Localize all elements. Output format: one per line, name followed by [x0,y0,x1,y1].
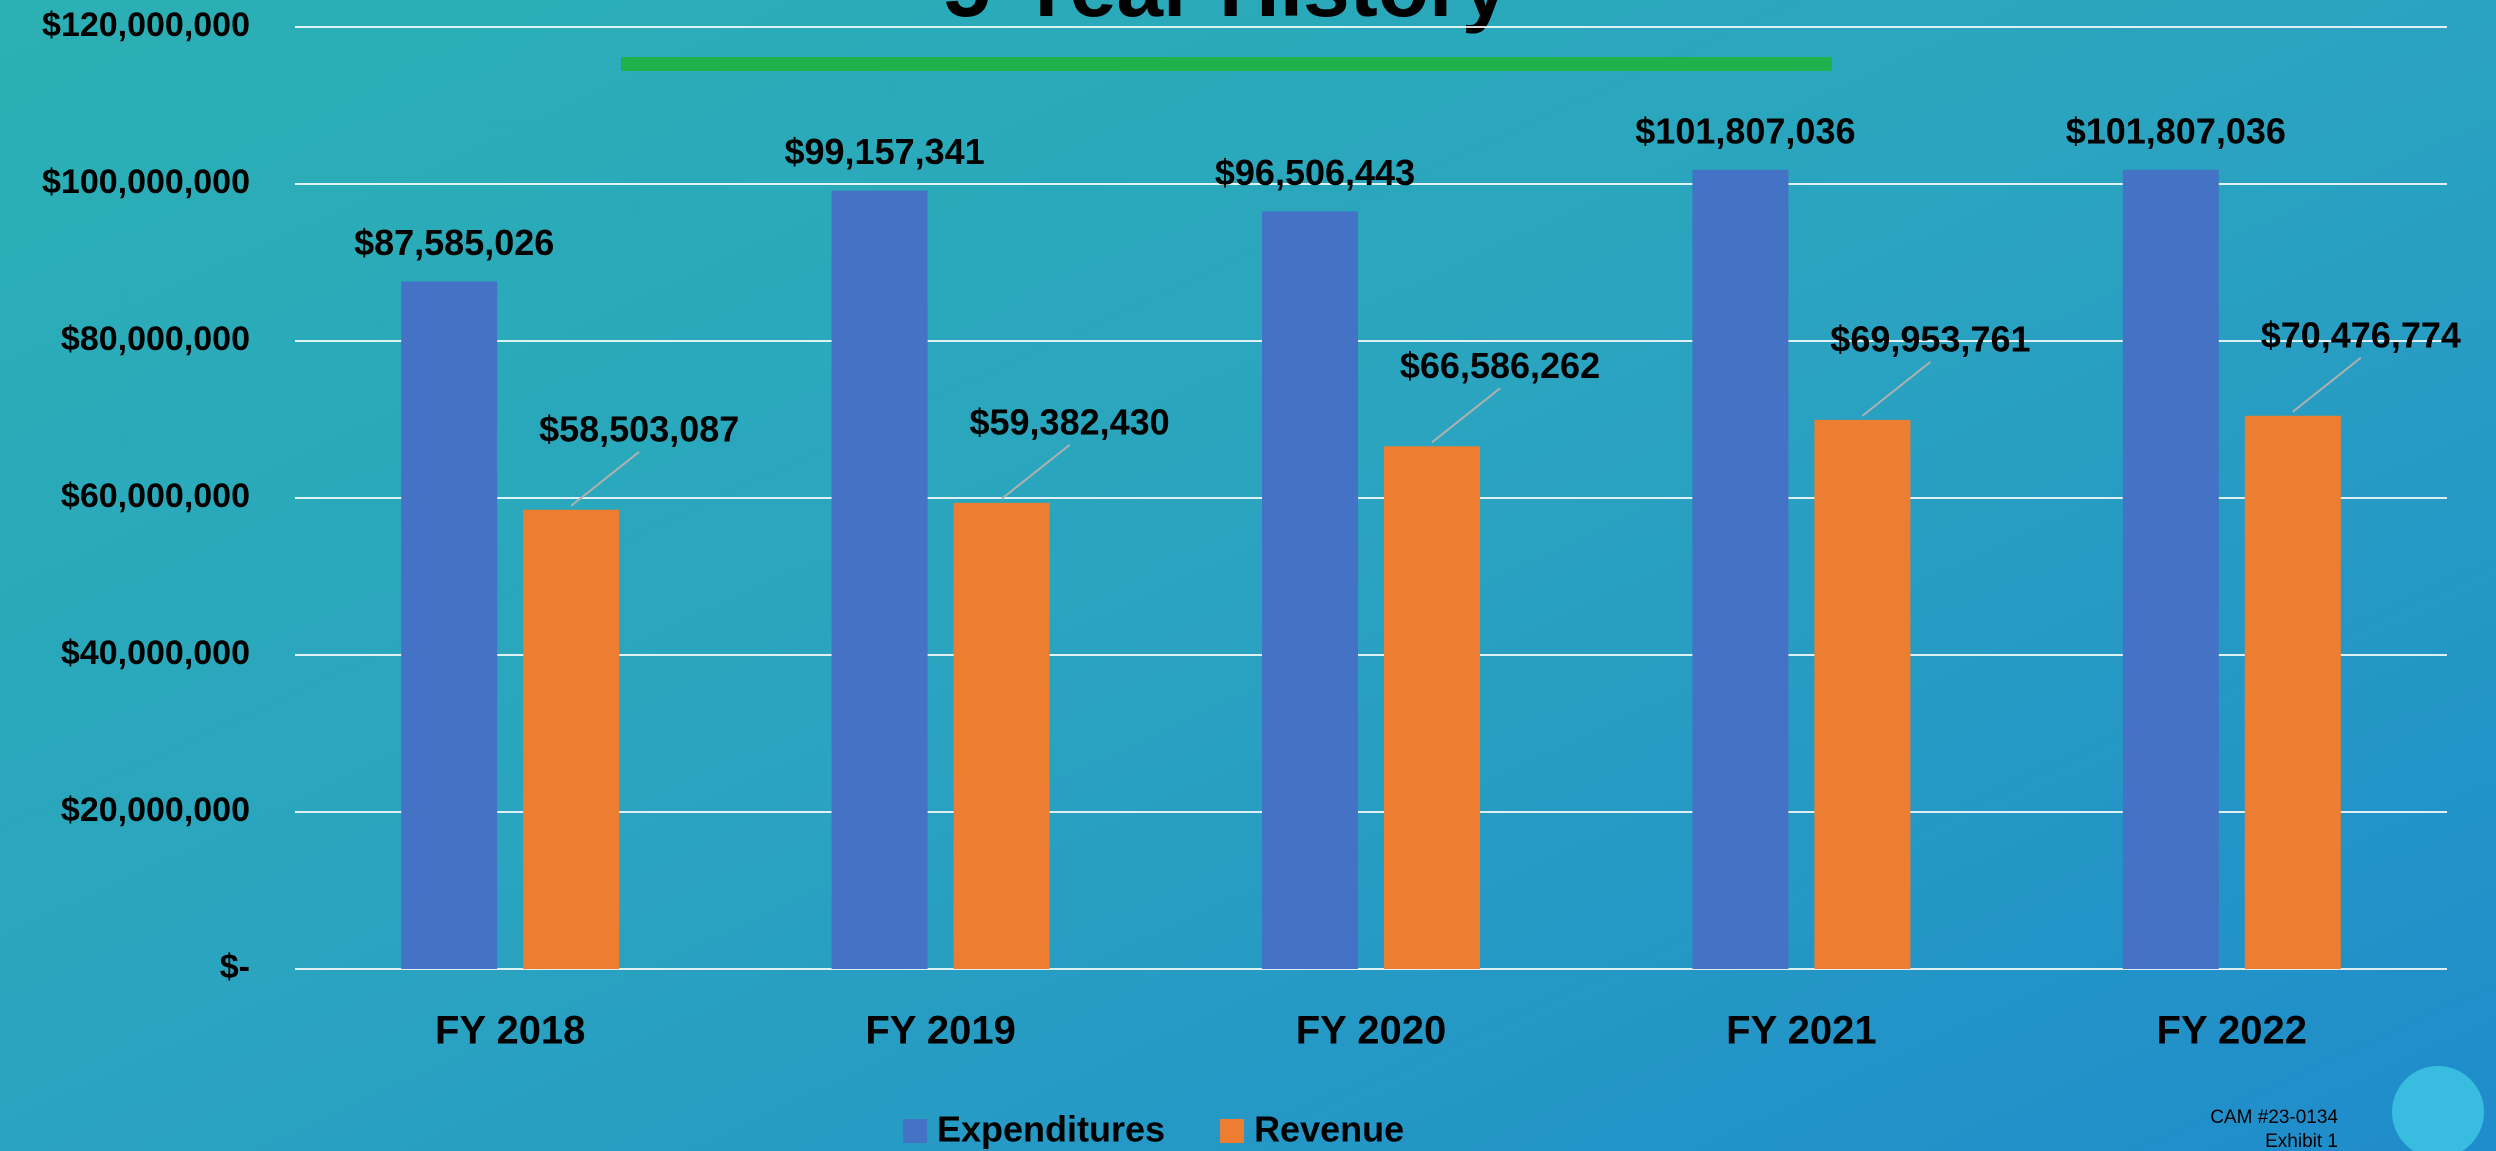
bar [1262,211,1358,969]
annotation: Exhibit 1 [2265,1131,2338,1151]
data-label: $59,382,430 [969,401,1169,442]
data-label: $101,807,036 [1635,110,1855,151]
data-label: $96,506,443 [1215,152,1415,193]
leader-line [1000,444,1071,500]
y-tick-label: $20,000,000 [61,791,250,829]
data-label: $101,807,036 [2066,110,2286,151]
bar [2122,169,2219,970]
bar [2244,415,2341,969]
data-label: $99,157,341 [784,131,984,172]
leader-line [1861,361,1932,417]
y-tick-label: $60,000,000 [61,477,250,515]
bar [953,502,1050,969]
bar [523,509,620,969]
data-label: $69,953,761 [1830,318,2030,359]
data-label: $87,585,026 [354,222,554,263]
y-tick-label: $- [220,948,250,986]
bar [1692,169,1789,970]
y-tick-label: $80,000,000 [61,320,250,358]
chart-title: 5-Year History [944,0,1509,34]
data-label: $70,476,774 [2261,314,2461,355]
x-tick-label: FY 2019 [865,1009,1016,1053]
y-tick-label: $100,000,000 [42,163,250,201]
x-tick-label: FY 2018 [435,1009,586,1053]
bar [1384,446,1480,969]
legend-swatch [1220,1119,1245,1143]
leader-line [2292,356,2362,413]
bar [1814,419,1911,969]
bar [401,281,498,970]
bar [831,190,928,969]
leader-line [570,450,640,507]
data-label: $58,503,087 [539,408,739,449]
legend-label: Expenditures [937,1109,1165,1150]
data-label: $66,586,262 [1400,345,1600,386]
x-tick-label: FY 2022 [2157,1009,2308,1053]
annotation: CAM #23-0134 [2210,1107,2338,1128]
decoration [2392,1066,2484,1151]
y-tick-label: $120,000,000 [42,6,250,44]
x-tick-label: FY 2020 [1296,1009,1447,1053]
legend-label: Revenue [1254,1109,1404,1150]
x-tick-label: FY 2021 [1726,1009,1877,1053]
y-tick-label: $40,000,000 [61,634,250,672]
title-underline [621,57,1832,71]
legend-swatch [903,1119,927,1143]
leader-line [1431,387,1501,444]
